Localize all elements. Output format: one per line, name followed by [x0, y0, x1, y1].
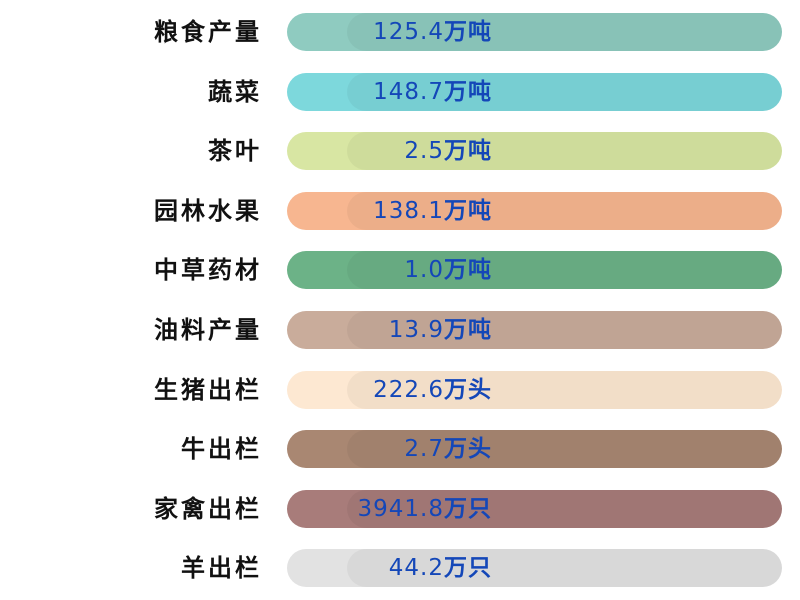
stat-label: 中草药材 — [154, 256, 262, 284]
stat-row: 油料产量 13.9万吨 — [0, 310, 800, 350]
stat-bar: 138.1万吨 — [287, 192, 782, 230]
stat-bar-shade — [347, 251, 782, 289]
stat-value-number: 3941.8 — [357, 496, 444, 522]
stat-value-unit: 万吨 — [444, 19, 492, 45]
stat-value-number: 148.7 — [373, 79, 444, 105]
stat-value: 148.7万吨 — [373, 73, 492, 111]
stat-bar-shade — [347, 13, 782, 51]
stat-value-number: 222.6 — [373, 377, 444, 403]
stat-value: 1.0万吨 — [404, 251, 492, 289]
stat-label: 蔬菜 — [208, 78, 262, 106]
stat-value-unit: 万头 — [444, 377, 492, 403]
stat-value-number: 2.7 — [404, 436, 444, 462]
stat-value-unit: 万吨 — [444, 79, 492, 105]
stat-label: 羊出栏 — [181, 554, 262, 582]
stat-value-number: 125.4 — [373, 19, 444, 45]
stat-bar: 125.4万吨 — [287, 13, 782, 51]
stat-bar: 148.7万吨 — [287, 73, 782, 111]
stat-bar: 222.6万头 — [287, 371, 782, 409]
stat-bar: 44.2万只 — [287, 549, 782, 587]
stat-value: 138.1万吨 — [373, 192, 492, 230]
stat-bar-shade — [347, 371, 782, 409]
stat-value-unit: 万吨 — [444, 257, 492, 283]
stat-value: 125.4万吨 — [373, 13, 492, 51]
stat-value: 222.6万头 — [373, 371, 492, 409]
stat-label: 粮食产量 — [154, 18, 262, 46]
stat-value-unit: 万吨 — [444, 198, 492, 224]
stat-bar: 13.9万吨 — [287, 311, 782, 349]
stat-row: 牛出栏 2.7万头 — [0, 429, 800, 469]
stat-value: 2.5万吨 — [404, 132, 492, 170]
stat-value: 44.2万只 — [389, 549, 492, 587]
stat-value-unit: 万头 — [444, 436, 492, 462]
stat-bar: 2.5万吨 — [287, 132, 782, 170]
stat-bar: 2.7万头 — [287, 430, 782, 468]
stat-label: 茶叶 — [208, 137, 262, 165]
stat-bar-shade — [347, 490, 782, 528]
stat-value-number: 44.2 — [388, 555, 444, 581]
stat-label: 园林水果 — [154, 197, 262, 225]
stat-row: 蔬菜 148.7万吨 — [0, 72, 800, 112]
stat-label: 家禽出栏 — [154, 495, 262, 523]
stat-value-number: 1.0 — [404, 257, 444, 283]
stat-value-unit: 万只 — [444, 555, 492, 581]
stat-bar-shade — [347, 192, 782, 230]
stat-bar-shade — [347, 132, 782, 170]
stat-bar-shade — [347, 430, 782, 468]
stat-row: 家禽出栏 3941.8万只 — [0, 489, 800, 529]
stat-bar-shade — [347, 73, 782, 111]
stat-row: 羊出栏 44.2万只 — [0, 548, 800, 588]
stat-value-number: 13.9 — [388, 317, 444, 343]
stat-label: 牛出栏 — [181, 435, 262, 463]
stat-row: 中草药材 1.0万吨 — [0, 250, 800, 290]
stat-value-unit: 万吨 — [444, 138, 492, 164]
stat-value: 2.7万头 — [404, 430, 492, 468]
stat-bar: 3941.8万只 — [287, 490, 782, 528]
stat-bar-shade — [347, 311, 782, 349]
stat-row: 园林水果 138.1万吨 — [0, 191, 800, 231]
stat-row: 茶叶 2.5万吨 — [0, 131, 800, 171]
stat-label: 生猪出栏 — [154, 376, 262, 404]
stat-label: 油料产量 — [154, 316, 262, 344]
stat-row: 生猪出栏 222.6万头 — [0, 370, 800, 410]
stat-bar: 1.0万吨 — [287, 251, 782, 289]
stat-value-number: 138.1 — [373, 198, 444, 224]
stat-bar-shade — [347, 549, 782, 587]
stat-value-unit: 万吨 — [444, 317, 492, 343]
stat-value-number: 2.5 — [404, 138, 444, 164]
stat-value: 3941.8万只 — [358, 490, 492, 528]
stat-value-unit: 万只 — [444, 496, 492, 522]
stat-value: 13.9万吨 — [389, 311, 492, 349]
stat-row: 粮食产量 125.4万吨 — [0, 12, 800, 52]
